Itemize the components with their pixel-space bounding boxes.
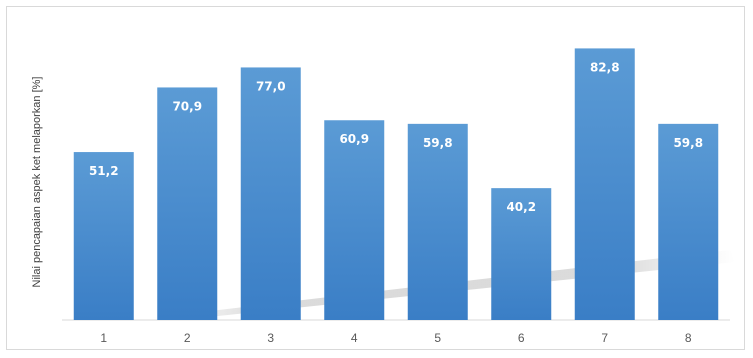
- x-tick-4: 4: [351, 331, 358, 345]
- bar-7: [574, 48, 635, 320]
- bars-group: 51,2 70,9 77,0 60,9 59,8 40,2 82,8 59,8: [73, 48, 719, 320]
- bar-6: [491, 188, 552, 320]
- data-label-2: 70,9: [172, 99, 202, 113]
- x-tick-7: 7: [601, 331, 608, 345]
- data-label-3: 77,0: [256, 79, 286, 93]
- x-tick-2: 2: [184, 331, 191, 345]
- x-tick-labels: 1 2 3 4 5 6 7 8: [100, 331, 692, 345]
- x-tick-5: 5: [434, 331, 441, 345]
- x-tick-1: 1: [100, 331, 107, 345]
- x-tick-3: 3: [267, 331, 274, 345]
- data-label-4: 60,9: [339, 132, 369, 146]
- data-label-6: 40,2: [506, 200, 536, 214]
- bar-4: [324, 120, 385, 320]
- x-tick-6: 6: [518, 331, 525, 345]
- y-axis-label: Nilai pencapaian aspek ket melaporkan [%…: [31, 77, 43, 288]
- bar-5: [407, 123, 468, 320]
- data-label-7: 82,8: [590, 60, 620, 74]
- data-label-5: 59,8: [423, 136, 453, 150]
- data-label-1: 51,2: [89, 164, 119, 178]
- data-label-8: 59,8: [673, 136, 703, 150]
- bar-3: [240, 67, 301, 320]
- x-tick-8: 8: [685, 331, 692, 345]
- bar-8: [658, 123, 719, 320]
- bar-2: [157, 87, 218, 320]
- bar-1: [73, 152, 134, 320]
